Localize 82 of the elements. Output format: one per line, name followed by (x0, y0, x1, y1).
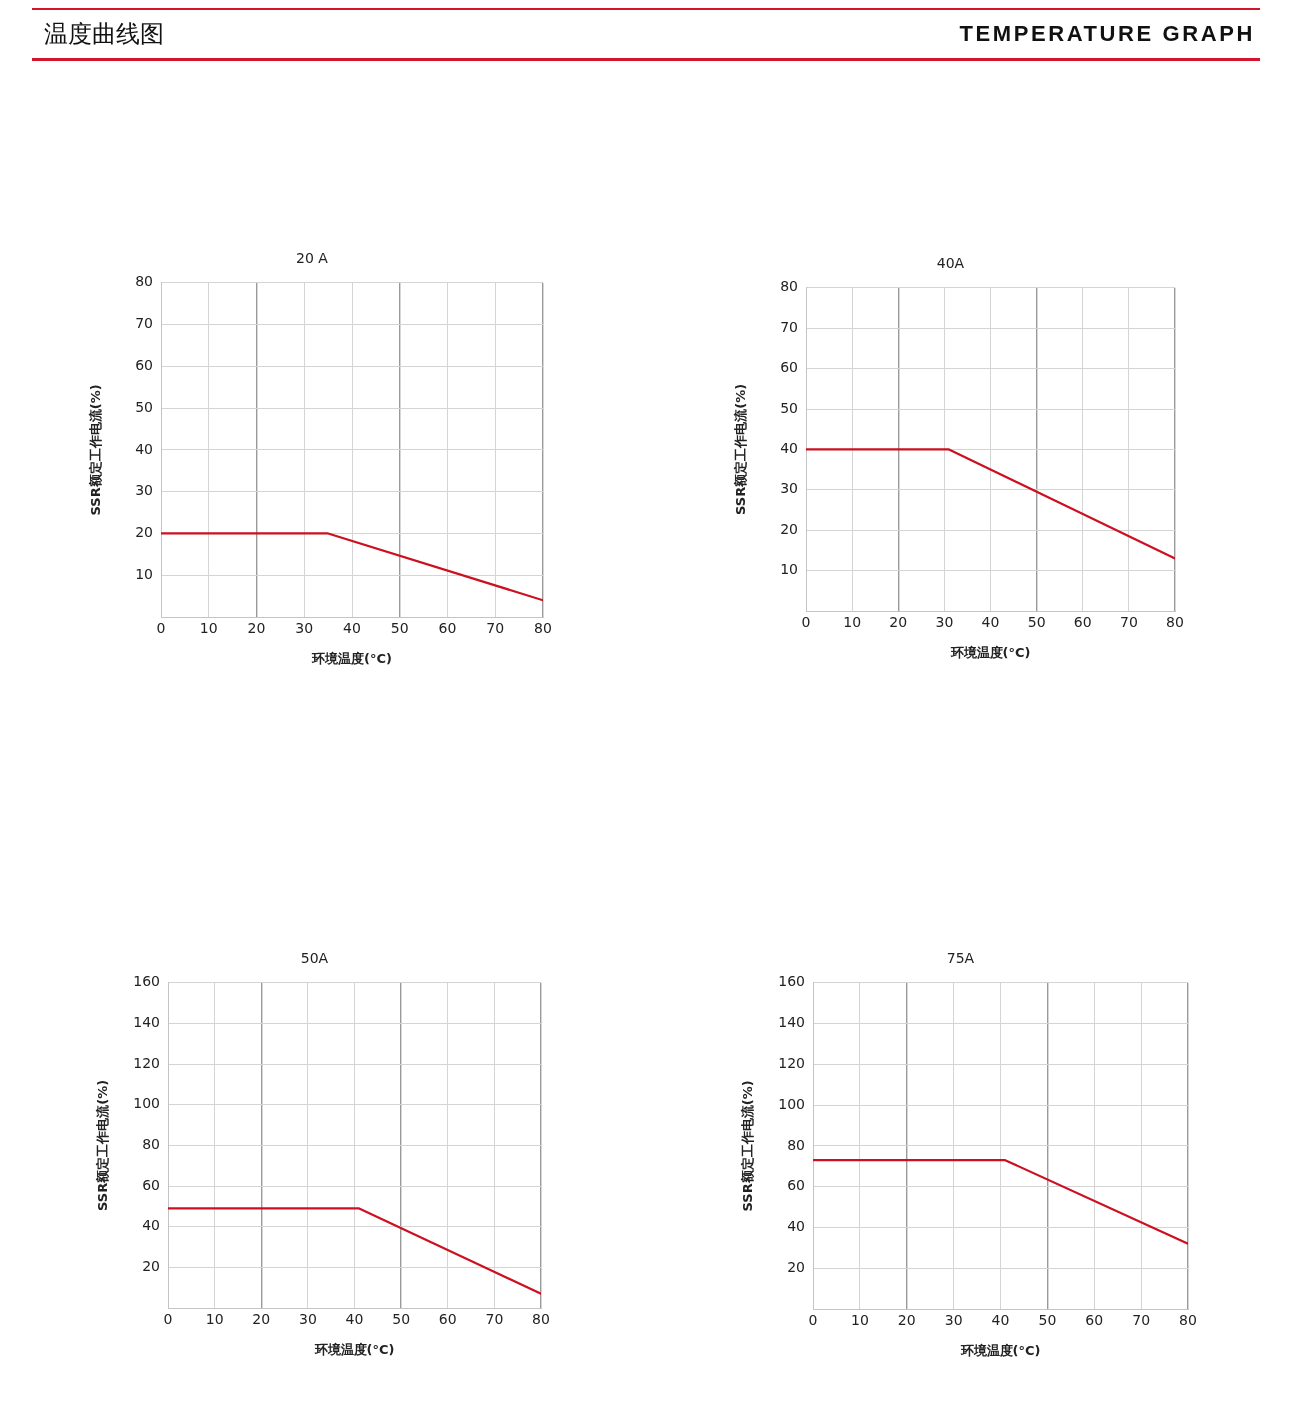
x-tick-label: 20 (897, 1312, 916, 1329)
x-tick-label: 10 (843, 614, 862, 631)
x-tick-label: 40 (991, 1312, 1010, 1329)
x-tick-label: 30 (298, 1311, 317, 1328)
x-tick-label: 0 (808, 1312, 818, 1329)
x-tick-label: 50 (392, 1311, 411, 1328)
y-tick-label: 70 (135, 315, 153, 332)
x-tick-label: 10 (199, 620, 218, 637)
x-tick-label: 60 (438, 1311, 457, 1328)
y-tick-label: 60 (142, 1176, 160, 1193)
y-tick-label: 50 (780, 399, 798, 416)
x-tick-label: 20 (247, 620, 266, 637)
x-axis-title: 环境温度(°C) (313, 1341, 395, 1357)
x-tick-label: 50 (390, 620, 409, 637)
x-axis-title: 环境温度(°C) (959, 1342, 1041, 1358)
x-tick-label: 20 (252, 1311, 271, 1328)
y-tick-label: 10 (135, 565, 153, 582)
y-tick-label: 40 (142, 1217, 160, 1234)
x-tick-label: 50 (1038, 1312, 1057, 1329)
y-tick-label: 20 (135, 524, 153, 541)
y-tick-label: 120 (778, 1054, 805, 1071)
y-tick-label: 140 (133, 1014, 160, 1031)
y-tick-label: 60 (780, 359, 798, 376)
y-axis-title: SSR额定工作电流(%) (740, 1080, 756, 1212)
x-axis-title: 环境温度(°C) (949, 644, 1031, 660)
x-tick-label: 10 (850, 1312, 869, 1329)
chart-title: 75A (946, 950, 975, 967)
y-axis-title: SSR额定工作电流(%) (88, 384, 104, 516)
x-tick-label: 80 (534, 620, 552, 637)
y-tick-label: 30 (780, 480, 798, 497)
x-tick-label: 60 (438, 620, 457, 637)
y-tick-label: 160 (133, 973, 160, 990)
x-tick-label: 30 (944, 1312, 963, 1329)
chart-title: 50A (300, 950, 329, 967)
x-tick-label: 80 (532, 1311, 550, 1328)
y-tick-label: 60 (787, 1177, 805, 1194)
x-tick-label: 0 (156, 620, 166, 637)
x-tick-label: 0 (163, 1311, 173, 1328)
y-tick-label: 40 (780, 440, 798, 457)
x-tick-label: 10 (205, 1311, 224, 1328)
x-tick-label: 70 (486, 620, 505, 637)
x-tick-label: 80 (1166, 614, 1184, 631)
y-tick-label: 50 (135, 398, 153, 415)
y-tick-label: 100 (778, 1095, 805, 1112)
x-tick-label: 30 (935, 614, 954, 631)
y-tick-label: 80 (142, 1136, 160, 1153)
y-tick-label: 60 (135, 356, 153, 373)
y-axis-title: SSR额定工作电流(%) (95, 1079, 111, 1211)
y-tick-label: 40 (135, 440, 153, 457)
x-tick-label: 80 (1179, 1312, 1197, 1329)
y-tick-label: 140 (778, 1014, 805, 1031)
x-tick-label: 0 (801, 614, 811, 631)
y-tick-label: 10 (780, 561, 798, 578)
text: TEMPERATURE GRAPH (959, 20, 1255, 48)
y-tick-label: 80 (780, 278, 798, 295)
y-tick-label: 30 (135, 482, 153, 499)
y-tick-label: 160 (778, 973, 805, 990)
y-tick-label: 80 (787, 1136, 805, 1153)
x-tick-label: 50 (1027, 614, 1046, 631)
x-tick-label: 70 (1132, 1312, 1151, 1329)
y-tick-label: 20 (780, 520, 798, 537)
text: 温度曲线图 (44, 20, 164, 49)
chart-title: 20 A (296, 250, 329, 267)
chart-title: 40A (936, 255, 965, 272)
y-tick-label: 20 (142, 1257, 160, 1274)
y-tick-label: 120 (133, 1054, 160, 1071)
y-tick-label: 40 (787, 1218, 805, 1235)
y-tick-label: 20 (787, 1258, 805, 1275)
x-tick-label: 40 (345, 1311, 364, 1328)
x-axis-title: 环境温度(°C) (311, 650, 392, 666)
x-tick-label: 60 (1085, 1312, 1104, 1329)
x-tick-label: 60 (1073, 614, 1092, 631)
y-tick-label: 80 (135, 273, 153, 290)
x-tick-label: 70 (1119, 614, 1138, 631)
y-tick-label: 70 (780, 318, 798, 335)
x-tick-label: 20 (889, 614, 908, 631)
x-tick-label: 40 (981, 614, 1000, 631)
y-tick-label: 100 (133, 1095, 160, 1112)
x-tick-label: 30 (295, 620, 314, 637)
x-tick-label: 40 (343, 620, 361, 637)
y-axis-title: SSR额定工作电流(%) (733, 383, 749, 515)
x-tick-label: 70 (485, 1311, 504, 1328)
